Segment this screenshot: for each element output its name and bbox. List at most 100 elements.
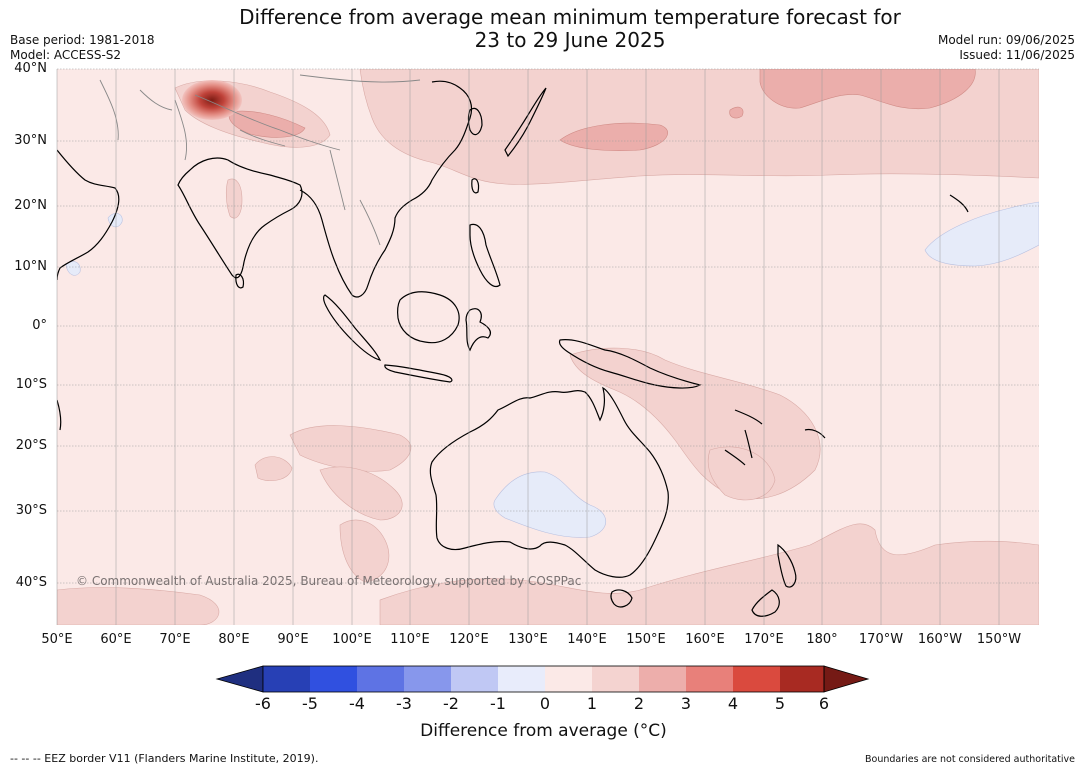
coastline-sumatra xyxy=(323,294,382,361)
lon-label: 130°E xyxy=(508,632,548,647)
lat-label: 10°S xyxy=(15,377,47,392)
border-iran xyxy=(99,79,119,141)
coastline-new-zealand-north xyxy=(777,543,797,588)
country-borders xyxy=(99,74,421,246)
anomaly-hotspot-himalaya xyxy=(182,80,242,120)
lon-label: 70°E xyxy=(159,632,191,647)
colorbar-tick-label: -1 xyxy=(490,694,506,713)
chart-title-line-1: Difference from average mean minimum tem… xyxy=(239,5,901,29)
coastline-new-caledonia xyxy=(724,449,746,466)
lon-label: 50°E xyxy=(41,632,73,647)
anomaly-neg-africa xyxy=(65,261,81,276)
lat-label: 40°N xyxy=(14,61,47,76)
border-afghanistan xyxy=(139,89,173,111)
colorbar-axis-label: Difference from average (°C) xyxy=(420,721,667,741)
colorbar-bin xyxy=(686,666,733,692)
anomaly-neg-australia xyxy=(493,471,607,538)
colorbar-tick-label: 5 xyxy=(774,694,786,713)
colorbar xyxy=(215,665,870,693)
lon-label: 110°E xyxy=(390,632,430,647)
model-name-text: Model: ACCESS-S2 xyxy=(10,48,122,62)
colorbar-tick-label: -6 xyxy=(255,694,271,713)
coastline-tasmania xyxy=(610,589,633,608)
map-meridians xyxy=(56,69,1000,625)
coastline-new-guinea xyxy=(558,339,702,389)
coastline-borneo xyxy=(397,291,460,344)
anomaly-1-2-south-pacific xyxy=(707,446,776,501)
border-myanmar xyxy=(329,149,346,211)
coastline-korea xyxy=(467,107,483,136)
colorbar-bin xyxy=(780,666,824,692)
border-pakistan-india xyxy=(174,99,187,161)
colorbar-bin xyxy=(404,666,451,692)
lon-label: 90°E xyxy=(277,632,309,647)
lat-label: 20°N xyxy=(14,198,47,213)
coastline-philippines xyxy=(469,223,501,288)
coastline-sri-lanka xyxy=(235,273,245,289)
boundaries-disclaimer: Boundaries are not considered authoritat… xyxy=(865,754,1075,765)
lon-label: 120°E xyxy=(449,632,489,647)
issued-date-text: Issued: 11/06/2025 xyxy=(959,48,1075,62)
coastline-se-asia xyxy=(299,80,473,298)
coastline-australia xyxy=(429,386,669,578)
colorbar-bin xyxy=(451,666,498,692)
colorbar-tick-label: 2 xyxy=(633,694,645,713)
coastline-africa-east xyxy=(57,399,62,431)
border-laos-vietnam xyxy=(359,199,381,246)
lon-label: 60°E xyxy=(100,632,132,647)
copyright-notice: © Commonwealth of Australia 2025, Bureau… xyxy=(76,574,582,588)
coastline-taiwan xyxy=(471,178,480,194)
lon-label: 180° xyxy=(806,632,838,647)
colorbar-tick-label: -3 xyxy=(396,694,412,713)
coastline-java xyxy=(384,364,453,383)
lat-label: 0° xyxy=(32,318,47,333)
lon-label: 80°E xyxy=(218,632,250,647)
lat-label: 30°N xyxy=(14,133,47,148)
coastline-arabia-africa xyxy=(57,149,120,281)
colorbar-bin xyxy=(263,666,310,692)
colorbar-tick-label: -5 xyxy=(302,694,318,713)
base-period-text: Base period: 1981-2018 xyxy=(10,33,155,47)
coastline-india xyxy=(177,157,303,279)
colorbar-tick-label: -4 xyxy=(349,694,365,713)
anomaly-1-2-south-west-corner xyxy=(57,587,220,625)
coastline-hawaii xyxy=(949,194,969,213)
lon-label: 140°E xyxy=(567,632,607,647)
colorbar-bin xyxy=(545,666,592,692)
lat-label: 20°S xyxy=(15,438,47,453)
lon-label: 160°W xyxy=(917,632,963,647)
colorbar-bin xyxy=(639,666,686,692)
colorbar-extend-high xyxy=(823,665,870,693)
anomaly-2-3-japan-patch xyxy=(729,106,744,119)
anomaly-2-3-east-asia xyxy=(759,69,976,110)
coastline-sulawesi xyxy=(465,308,492,352)
lat-label: 30°S xyxy=(15,503,47,518)
lat-label: 40°S xyxy=(15,575,47,590)
colorbar-tick-label: 4 xyxy=(727,694,739,713)
anomaly-regions xyxy=(57,69,1039,625)
coastline-vanuatu xyxy=(744,429,753,459)
lon-label: 100°E xyxy=(332,632,372,647)
lon-label: 160°E xyxy=(685,632,725,647)
coastline-japan xyxy=(504,87,547,158)
coastlines xyxy=(57,80,969,617)
colorbar-tick-label: 6 xyxy=(818,694,830,713)
colorbar-bin xyxy=(498,666,545,692)
coastline-solomons xyxy=(734,409,763,425)
coastline-new-zealand-south xyxy=(751,589,780,617)
coastline-fiji xyxy=(804,428,826,439)
colorbar-extend-low xyxy=(215,665,264,693)
colorbar-bin xyxy=(310,666,357,692)
anomaly-neg-pacific xyxy=(924,201,1039,267)
colorbar-tick-label: 1 xyxy=(586,694,598,713)
eez-border-note: -- -- -- EEZ border V11 (Flanders Marine… xyxy=(10,752,319,765)
colorbar-tick-label: -2 xyxy=(443,694,459,713)
border-nepal xyxy=(239,129,286,147)
lon-label: 150°E xyxy=(626,632,666,647)
lon-label: 170°E xyxy=(744,632,784,647)
colorbar-tick-label: 0 xyxy=(539,694,551,713)
lon-label: 170°W xyxy=(858,632,904,647)
anomaly-1-2-southern-ocean xyxy=(379,523,1039,625)
anomaly-1-2-indian-band xyxy=(319,466,403,521)
